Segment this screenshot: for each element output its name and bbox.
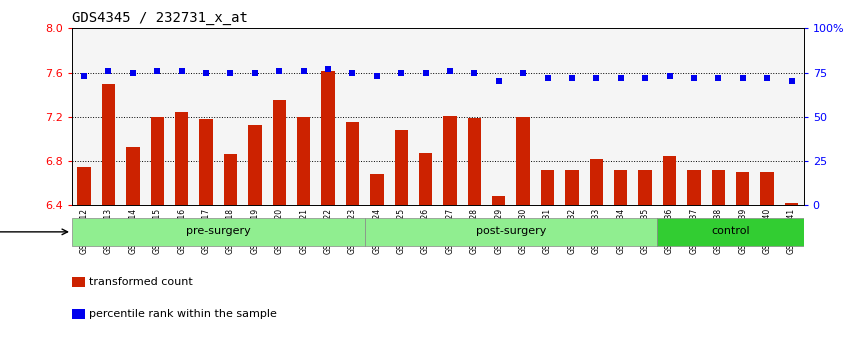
Point [590,75,603,81]
Bar [419,153,432,205]
Bar [223,154,237,205]
Point [443,68,457,74]
Text: percentile rank within the sample: percentile rank within the sample [89,309,277,319]
Point [761,75,774,81]
Bar [151,117,164,205]
Point [126,70,140,75]
Text: post-surgery: post-surgery [475,226,547,236]
Bar [761,172,774,205]
Point [492,79,506,84]
Point [639,75,652,81]
Point [151,68,164,74]
Bar [394,130,408,205]
Point [516,70,530,75]
Bar [565,170,579,205]
Bar [662,155,676,205]
Bar [321,72,335,205]
Point [711,75,725,81]
Point [468,70,481,75]
Point [687,75,700,81]
Point [102,68,115,74]
Bar [711,170,725,205]
Point [541,75,554,81]
Point [248,70,261,75]
Bar [639,170,652,205]
FancyBboxPatch shape [657,217,804,246]
Point [785,79,799,84]
Text: pre-surgery: pre-surgery [186,226,250,236]
Bar [72,309,85,319]
Point [297,68,310,74]
Bar [102,84,115,205]
Bar [346,122,360,205]
Point [419,70,432,75]
Point [175,68,189,74]
Point [346,70,360,75]
Bar [200,119,213,205]
Bar [468,118,481,205]
Bar [297,117,310,205]
Point [662,73,676,79]
Point [370,73,383,79]
Point [223,70,237,75]
Point [272,68,286,74]
Bar [687,170,700,205]
Point [565,75,579,81]
Point [200,70,213,75]
Point [321,66,335,72]
Point [736,75,750,81]
Bar [516,117,530,205]
Bar [492,196,506,205]
Bar [72,277,85,287]
Point [394,70,408,75]
Bar [126,147,140,205]
Bar [590,159,603,205]
Bar [443,116,457,205]
Text: GDS4345 / 232731_x_at: GDS4345 / 232731_x_at [72,11,248,25]
Text: transformed count: transformed count [89,277,193,287]
FancyBboxPatch shape [365,217,657,246]
Point [614,75,628,81]
Bar [248,125,261,205]
Point [77,73,91,79]
Bar [272,100,286,205]
Bar [175,113,189,205]
Bar [614,170,628,205]
Bar [785,203,799,205]
Bar [736,172,750,205]
Bar [77,167,91,205]
Text: control: control [711,226,750,236]
FancyBboxPatch shape [72,217,365,246]
Bar [541,170,554,205]
Bar [370,175,383,205]
